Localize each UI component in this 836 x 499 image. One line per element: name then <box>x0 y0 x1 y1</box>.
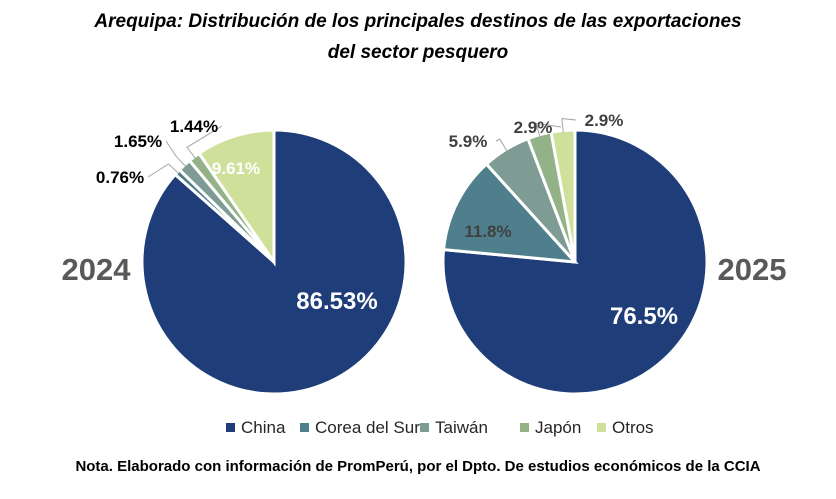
data-label-2025-china: 76.5% <box>610 303 678 330</box>
data-label-2024-japon: 1.44% <box>170 117 218 136</box>
legend-label-otros: Otros <box>612 418 654 437</box>
legend-label-corea-del-sur: Corea del Sur <box>315 418 420 437</box>
data-label-2024-china: 86.53% <box>296 288 377 315</box>
year-label-2024: 2024 <box>62 252 132 287</box>
legend-swatch-china <box>226 423 235 432</box>
leader-line-2025-japon <box>535 122 562 137</box>
leader-line-2024-taiwan <box>165 140 187 167</box>
legend-item-japon: Japón <box>520 418 581 437</box>
slice-2025-corea-del-sur <box>441 161 579 264</box>
data-label-2025-taiwan: 5.9% <box>449 132 488 151</box>
slice-2024-china <box>140 128 408 396</box>
pie-chart-2024: 86.53% 0.76% 1.65% 1.44% 9.61% 2024 <box>62 117 408 396</box>
legend-item-corea-del-sur: Corea del Sur <box>300 418 420 437</box>
legend-swatch-otros <box>597 423 606 432</box>
legend: China Corea del Sur Taiwán Japón Otros <box>226 418 654 437</box>
leader-line-2025-taiwan <box>495 138 508 152</box>
legend-swatch-corea-del-sur <box>300 423 309 432</box>
source-note: Nota. Elaborado con información de PromP… <box>75 458 760 475</box>
leader-line-2024-japon <box>186 125 223 159</box>
pies-group: 86.53% 0.76% 1.65% 1.44% 9.61% 2024 76.5% 11.8%… <box>62 111 787 396</box>
legend-item-taiwan: Taiwán <box>420 418 488 437</box>
leader-line-2024-corea-del-sur <box>147 163 180 178</box>
data-label-2024-corea-del-sur: 0.76% <box>96 168 144 187</box>
pie-chart-2025: 76.5% 11.8% 5.9% 2.9% 2.9% 2025 <box>441 111 787 396</box>
slice-2024-otros <box>196 128 276 267</box>
data-label-2025-otros: 2.9% <box>585 111 624 130</box>
data-label-2025-corea-del-sur: 11.8% <box>464 222 511 241</box>
chart-title-line-1: Arequipa: Distribución de los principale… <box>93 11 741 32</box>
legend-label-japon: Japón <box>535 418 581 437</box>
year-label-2025: 2025 <box>718 252 787 287</box>
legend-item-otros: Otros <box>597 418 654 437</box>
chart-title-line-2: del sector pesquero <box>328 42 509 63</box>
leader-line-2025-otros <box>561 118 577 133</box>
data-label-2025-japon: 2.9% <box>514 118 553 137</box>
legend-label-china: China <box>241 418 286 437</box>
legend-item-china: China <box>226 418 286 437</box>
data-label-2024-otros: 9.61% <box>212 159 260 178</box>
legend-label-taiwan: Taiwán <box>435 418 488 437</box>
legend-swatch-japon <box>520 423 529 432</box>
legend-swatch-taiwan <box>420 423 429 432</box>
data-label-2024-taiwan: 1.65% <box>114 132 162 151</box>
